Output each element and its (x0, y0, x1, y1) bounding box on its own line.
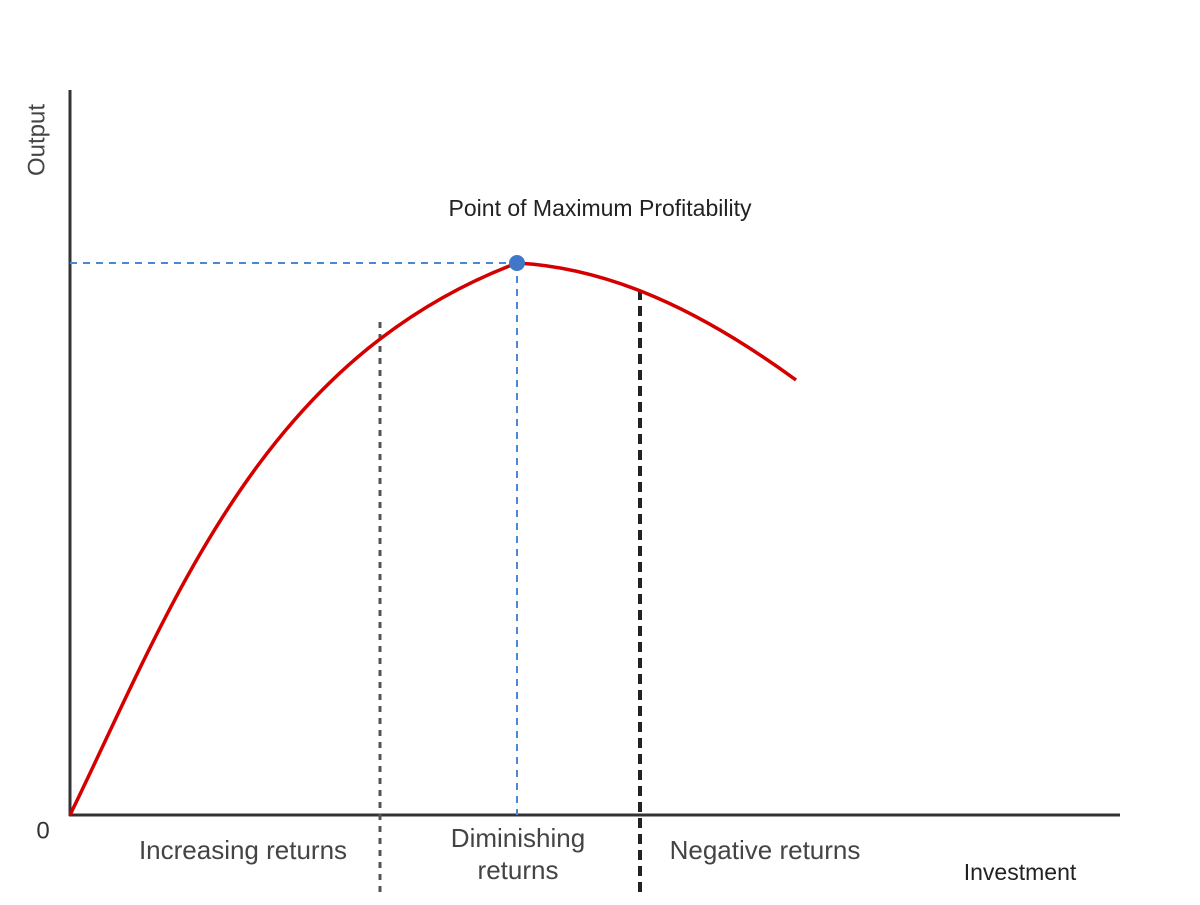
origin-label: 0 (36, 817, 49, 844)
region-label: Increasing returns (139, 835, 347, 865)
annotation: Point of Maximum Profitability (449, 195, 752, 221)
x-axis-label: Investment (964, 859, 1077, 885)
region-label: returns (478, 855, 559, 885)
region-label: Negative returns (670, 835, 861, 865)
region-label: Diminishing (451, 823, 585, 853)
y-axis-label: Output (23, 104, 50, 176)
max-point (509, 255, 525, 271)
output-curve (68, 261, 798, 816)
